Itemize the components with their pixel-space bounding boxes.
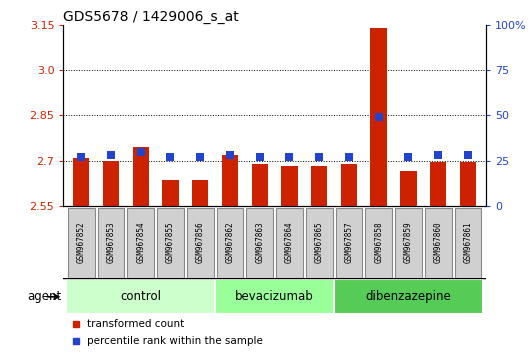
FancyBboxPatch shape — [98, 208, 124, 278]
FancyBboxPatch shape — [395, 208, 422, 278]
FancyBboxPatch shape — [215, 279, 334, 314]
Point — [464, 153, 472, 158]
Text: GSM967854: GSM967854 — [136, 221, 145, 263]
Text: GSM967852: GSM967852 — [77, 221, 86, 263]
Text: control: control — [120, 290, 161, 303]
Text: GSM967863: GSM967863 — [255, 221, 264, 263]
FancyBboxPatch shape — [157, 208, 184, 278]
Point — [345, 154, 353, 160]
Bar — [460, 162, 476, 206]
Text: GSM967864: GSM967864 — [285, 221, 294, 263]
Point — [166, 154, 175, 160]
Bar — [192, 180, 209, 206]
FancyBboxPatch shape — [365, 208, 392, 278]
Point — [434, 153, 442, 158]
Bar — [281, 166, 298, 206]
Text: GDS5678 / 1429006_s_at: GDS5678 / 1429006_s_at — [63, 10, 239, 24]
Text: percentile rank within the sample: percentile rank within the sample — [87, 336, 262, 346]
Bar — [103, 161, 119, 206]
Text: agent: agent — [27, 290, 62, 303]
FancyBboxPatch shape — [67, 279, 215, 314]
Bar — [222, 155, 238, 206]
Text: GSM967860: GSM967860 — [433, 221, 442, 263]
Bar — [162, 180, 178, 206]
Text: GSM967858: GSM967858 — [374, 221, 383, 263]
FancyBboxPatch shape — [276, 208, 303, 278]
FancyBboxPatch shape — [187, 208, 214, 278]
Point — [374, 114, 383, 120]
FancyBboxPatch shape — [127, 208, 154, 278]
Bar — [400, 171, 417, 206]
Text: GSM967859: GSM967859 — [404, 221, 413, 263]
Bar — [133, 147, 149, 206]
Bar — [311, 166, 327, 206]
Point — [225, 153, 234, 158]
Point — [107, 153, 115, 158]
Bar — [371, 28, 387, 206]
Point — [285, 154, 294, 160]
FancyBboxPatch shape — [334, 279, 483, 314]
Bar — [341, 164, 357, 206]
FancyBboxPatch shape — [246, 208, 273, 278]
Bar — [251, 164, 268, 206]
Text: bevacizumab: bevacizumab — [235, 290, 314, 303]
Point — [77, 154, 86, 160]
Bar — [430, 162, 446, 206]
Point — [315, 154, 324, 160]
Point — [196, 154, 204, 160]
FancyBboxPatch shape — [455, 208, 482, 278]
Text: GSM967855: GSM967855 — [166, 221, 175, 263]
FancyBboxPatch shape — [216, 208, 243, 278]
Point — [256, 154, 264, 160]
Text: transformed count: transformed count — [87, 319, 184, 329]
Text: GSM967861: GSM967861 — [464, 221, 473, 263]
FancyBboxPatch shape — [335, 208, 362, 278]
Text: GSM967856: GSM967856 — [196, 221, 205, 263]
Bar — [73, 158, 89, 206]
Text: GSM967857: GSM967857 — [344, 221, 353, 263]
Text: GSM967865: GSM967865 — [315, 221, 324, 263]
Text: GSM967862: GSM967862 — [225, 221, 234, 263]
Point — [404, 154, 413, 160]
Point — [136, 149, 145, 155]
Text: GSM967853: GSM967853 — [107, 221, 116, 263]
Text: dibenzazepine: dibenzazepine — [365, 290, 451, 303]
FancyBboxPatch shape — [306, 208, 333, 278]
FancyBboxPatch shape — [425, 208, 451, 278]
FancyBboxPatch shape — [68, 208, 95, 278]
